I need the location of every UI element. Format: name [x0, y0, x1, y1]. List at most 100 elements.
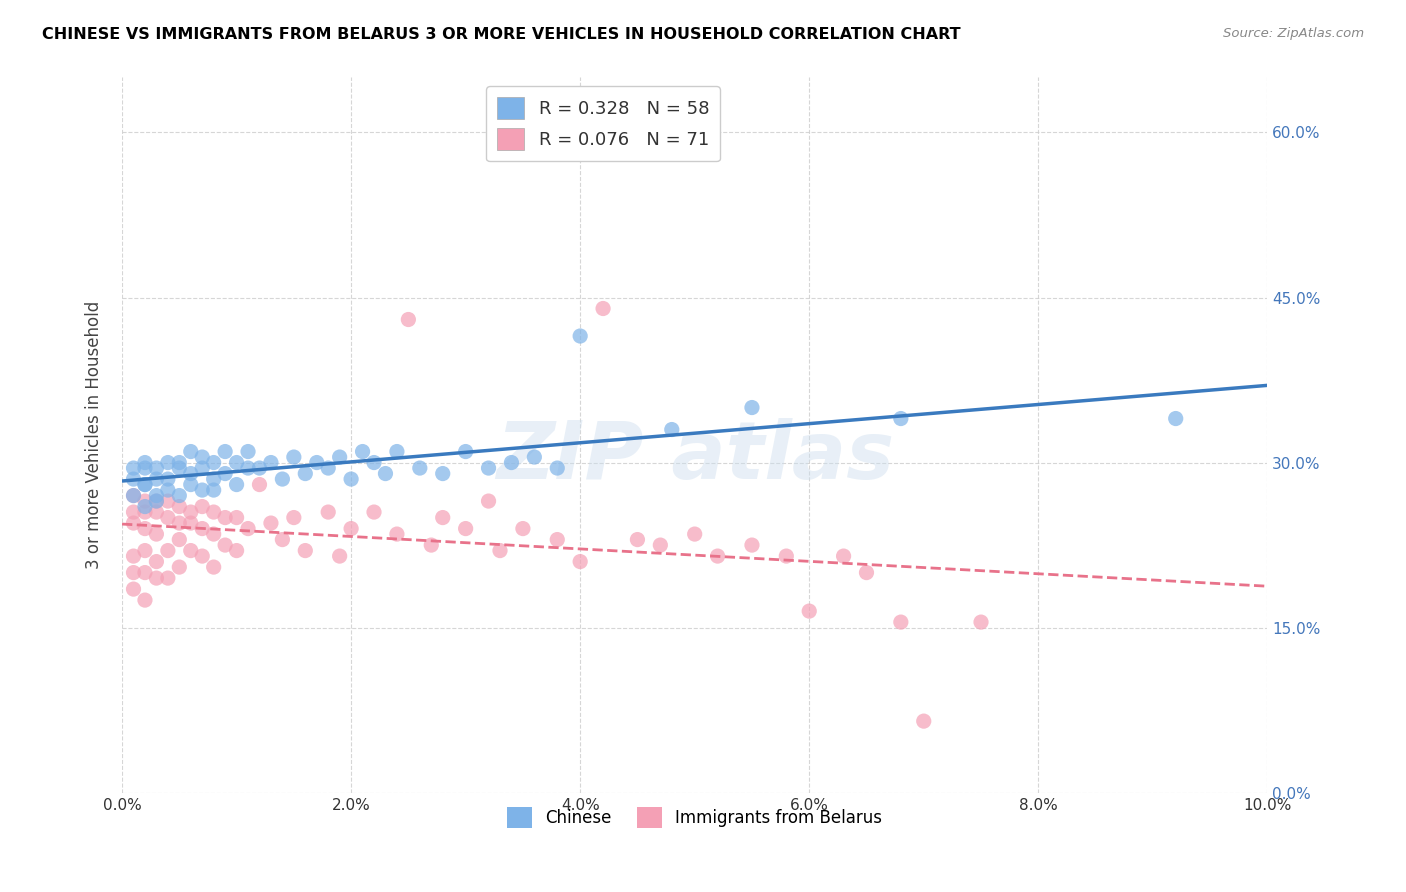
Point [122, 489, 145, 503]
Point [145, 472, 167, 486]
Point [134, 456, 156, 470]
Point [156, 494, 179, 508]
Point [122, 549, 145, 563]
Point [134, 500, 156, 514]
Legend: Chinese, Immigrants from Belarus: Chinese, Immigrants from Belarus [501, 801, 889, 834]
Point [225, 543, 247, 558]
Point [283, 510, 305, 524]
Point [180, 543, 202, 558]
Point [180, 467, 202, 481]
Point [592, 301, 614, 316]
Point [169, 500, 191, 514]
Point [283, 450, 305, 464]
Point [432, 467, 454, 481]
Point [202, 483, 225, 497]
Point [329, 549, 352, 563]
Point [191, 522, 214, 536]
Point [134, 494, 156, 508]
Point [409, 461, 432, 475]
Point [741, 401, 763, 415]
Point [191, 549, 214, 563]
Point [122, 489, 145, 503]
Point [145, 494, 167, 508]
Point [271, 533, 294, 547]
Point [363, 456, 385, 470]
Point [191, 483, 214, 497]
Point [202, 456, 225, 470]
Point [180, 444, 202, 458]
Point [134, 477, 156, 491]
Point [1164, 411, 1187, 425]
Point [134, 543, 156, 558]
Point [706, 549, 728, 563]
Point [225, 456, 247, 470]
Point [134, 477, 156, 491]
Point [169, 489, 191, 503]
Point [180, 516, 202, 530]
Point [225, 510, 247, 524]
Point [523, 450, 546, 464]
Point [236, 522, 259, 536]
Point [145, 489, 167, 503]
Point [454, 444, 477, 458]
Point [512, 522, 534, 536]
Point [202, 527, 225, 541]
Y-axis label: 3 or more Vehicles in Household: 3 or more Vehicles in Household [86, 301, 103, 569]
Point [156, 472, 179, 486]
Point [489, 543, 512, 558]
Point [156, 456, 179, 470]
Point [385, 527, 408, 541]
Point [122, 516, 145, 530]
Point [134, 505, 156, 519]
Point [396, 312, 419, 326]
Text: CHINESE VS IMMIGRANTS FROM BELARUS 3 OR MORE VEHICLES IN HOUSEHOLD CORRELATION C: CHINESE VS IMMIGRANTS FROM BELARUS 3 OR … [42, 27, 960, 42]
Point [202, 560, 225, 574]
Point [134, 461, 156, 475]
Point [385, 444, 408, 458]
Point [180, 477, 202, 491]
Point [352, 444, 374, 458]
Point [294, 543, 316, 558]
Point [156, 543, 179, 558]
Point [650, 538, 672, 552]
Point [501, 456, 523, 470]
Point [214, 510, 236, 524]
Point [169, 533, 191, 547]
Point [145, 571, 167, 585]
Point [156, 571, 179, 585]
Point [122, 582, 145, 596]
Point [169, 560, 191, 574]
Point [316, 461, 339, 475]
Point [799, 604, 821, 618]
Point [214, 444, 236, 458]
Point [855, 566, 877, 580]
Point [145, 555, 167, 569]
Point [145, 494, 167, 508]
Point [294, 467, 316, 481]
Point [260, 456, 283, 470]
Point [225, 477, 247, 491]
Point [890, 615, 912, 629]
Point [249, 461, 271, 475]
Point [156, 510, 179, 524]
Point [191, 461, 214, 475]
Point [832, 549, 855, 563]
Point [249, 477, 271, 491]
Point [546, 533, 568, 547]
Point [191, 500, 214, 514]
Point [340, 522, 363, 536]
Point [145, 527, 167, 541]
Point [134, 593, 156, 607]
Point [134, 566, 156, 580]
Point [683, 527, 706, 541]
Point [775, 549, 797, 563]
Point [890, 411, 912, 425]
Text: ZIP atlas: ZIP atlas [496, 417, 894, 495]
Point [156, 483, 179, 497]
Point [432, 510, 454, 524]
Point [169, 461, 191, 475]
Point [271, 472, 294, 486]
Point [626, 533, 648, 547]
Point [546, 461, 568, 475]
Point [214, 467, 236, 481]
